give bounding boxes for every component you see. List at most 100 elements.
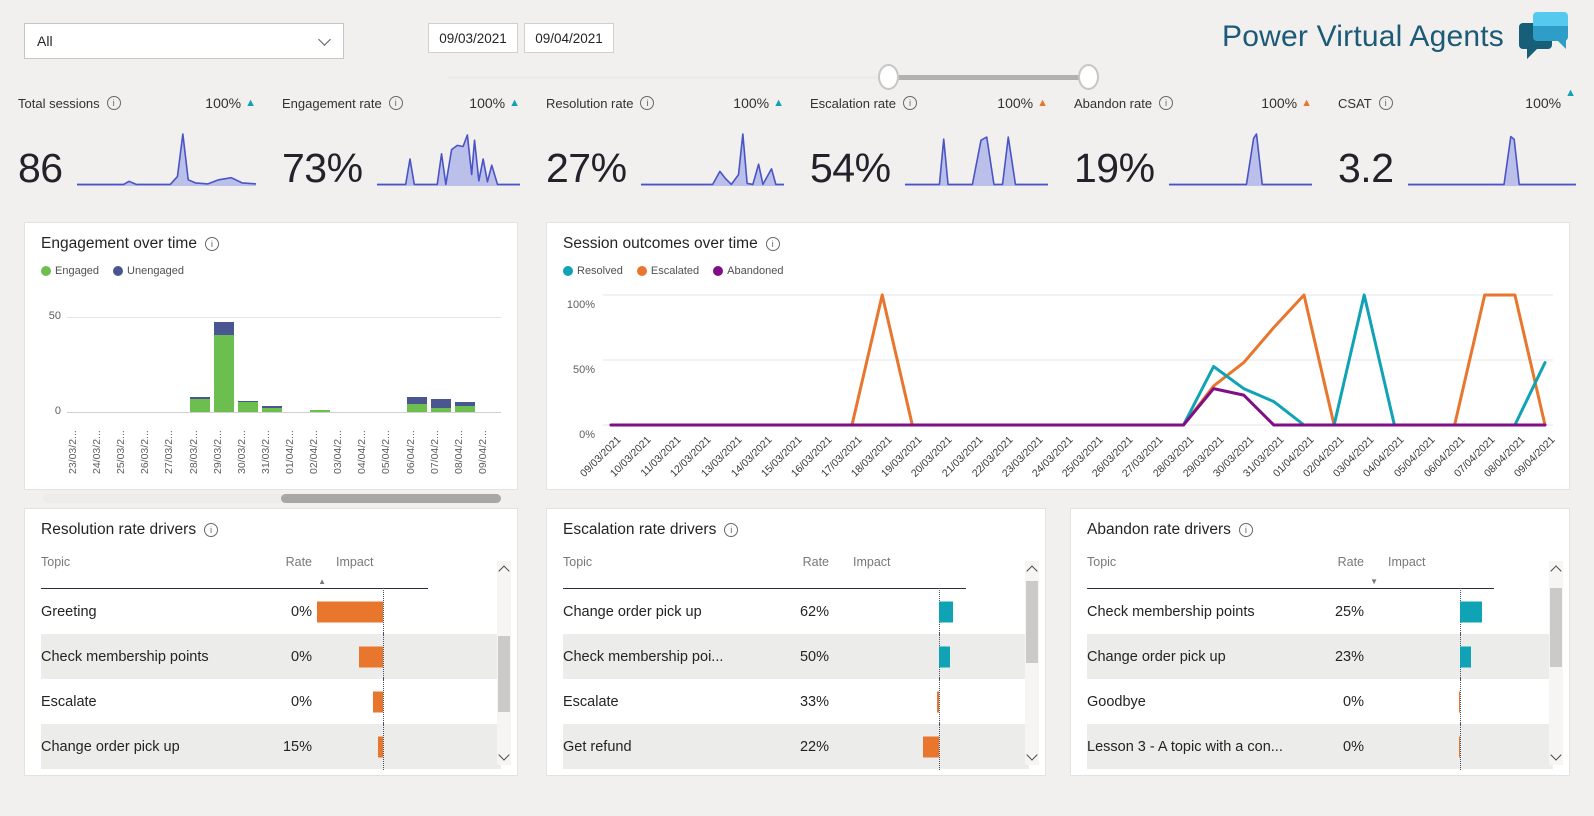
start-date-input[interactable]: 09/03/2021	[428, 23, 518, 53]
table-row[interactable]: Escalate 0%	[41, 678, 501, 725]
scrollbar-thumb[interactable]	[1550, 587, 1562, 668]
table-row[interactable]: Check membership points 25%	[1087, 588, 1553, 635]
end-date-input[interactable]: 09/04/2021	[524, 23, 614, 53]
bar-segment-engaged[interactable]	[189, 398, 210, 412]
bar-segment-unengaged[interactable]	[261, 406, 282, 409]
slider-selected-range[interactable]	[888, 75, 1088, 80]
vertical-scrollbar[interactable]	[1549, 561, 1563, 765]
impact-bar	[939, 601, 953, 622]
bar-segment-engaged[interactable]	[237, 402, 258, 412]
bar-segment-unengaged[interactable]	[454, 402, 475, 407]
legend-item-escalated[interactable]: Escalated	[636, 265, 700, 277]
column-header-topic[interactable]: Topic	[563, 555, 748, 589]
cell-topic: Greeting	[41, 603, 97, 620]
scrollbar-thumb[interactable]	[281, 494, 501, 503]
cell-rate: 62%	[799, 603, 829, 620]
x-tick-label: 28/03/2...	[187, 430, 200, 474]
legend-item-abandoned[interactable]: Abandoned	[713, 265, 783, 277]
column-header-topic[interactable]: Topic	[1087, 555, 1283, 589]
table-row[interactable]: Check membership points 0%	[41, 633, 501, 680]
scroll-up-icon[interactable]	[1026, 565, 1038, 577]
sort-descending-icon[interactable]: ▼	[1370, 577, 1378, 586]
bar-segment-engaged[interactable]	[261, 408, 282, 412]
cell-topic: Change order pick up	[41, 738, 180, 755]
table-row[interactable]: Goodbye 0%	[1087, 678, 1553, 725]
info-icon[interactable]: i	[204, 523, 219, 537]
impact-zero-axis	[1460, 723, 1461, 770]
info-icon[interactable]: i	[204, 237, 219, 251]
impact-bar	[359, 646, 383, 667]
scrollbar-thumb[interactable]	[498, 636, 510, 712]
abandon-rate-drivers-panel: Abandon rate drivers i Topic Rate ▼ Impact Che…	[1070, 508, 1570, 776]
legend-item-unengaged[interactable]: Unengaged	[113, 265, 184, 277]
cell-impact	[1364, 633, 1494, 680]
scroll-up-icon[interactable]	[498, 565, 510, 577]
panel-title: Abandon rate drivers	[1087, 521, 1231, 538]
legend-label: Escalated	[650, 265, 700, 277]
table-row[interactable]: Change order pick up 15%	[41, 723, 501, 770]
engagement-horizontal-scrollbar[interactable]	[43, 494, 501, 503]
info-icon[interactable]: i	[903, 96, 917, 110]
table-row[interactable]: Check membership poi... 50%	[563, 633, 1029, 680]
kpi-label: Abandon rate	[1074, 95, 1153, 111]
impact-bar	[373, 691, 383, 712]
info-icon[interactable]: i	[640, 96, 655, 110]
bar-segment-engaged[interactable]	[406, 404, 427, 412]
bar-segment-unengaged[interactable]	[189, 396, 210, 399]
column-header-impact[interactable]: Impact	[829, 555, 966, 589]
legend-dot	[636, 266, 647, 276]
legend-item-engaged[interactable]: Engaged	[41, 265, 99, 277]
bar-segment-unengaged[interactable]	[406, 396, 427, 405]
info-icon[interactable]: i	[724, 523, 739, 537]
cell-rate: 22%	[799, 738, 829, 755]
legend-dot	[713, 266, 724, 276]
column-header-impact[interactable]: Impact	[312, 555, 428, 589]
column-header-impact[interactable]: Impact	[1364, 555, 1494, 589]
trend-up-icon: ▲	[509, 96, 520, 109]
vertical-scrollbar[interactable]	[497, 561, 511, 765]
vertical-scrollbar[interactable]	[1025, 561, 1039, 765]
kpi-label: Engagement rate	[282, 95, 382, 111]
scroll-down-icon[interactable]	[1026, 749, 1038, 761]
sort-ascending-icon[interactable]: ▲	[318, 577, 326, 586]
column-header-rate[interactable]: Rate ▲	[231, 555, 326, 589]
column-header-rate[interactable]: Rate ▼	[1283, 555, 1378, 589]
info-icon[interactable]: i	[1159, 96, 1174, 110]
table-row[interactable]: Greeting 0%	[41, 588, 501, 635]
table-row[interactable]: Lesson 3 - A topic with a con... 0%	[1087, 723, 1553, 770]
bar-segment-unengaged[interactable]	[430, 398, 451, 409]
scrollbar-thumb[interactable]	[1026, 581, 1038, 663]
impact-zero-axis	[939, 678, 940, 725]
kpi-delta-value: 100%	[997, 95, 1034, 111]
bar-segment-engaged[interactable]	[454, 406, 475, 412]
column-header-topic[interactable]: Topic	[41, 555, 231, 589]
column-header-rate[interactable]: Rate	[748, 555, 829, 589]
scroll-down-icon[interactable]	[498, 749, 510, 761]
bar-segment-engaged[interactable]	[430, 408, 451, 412]
slider-track[interactable]	[448, 76, 1090, 79]
info-icon[interactable]: i	[1378, 96, 1393, 110]
slider-handle-right[interactable]	[1078, 64, 1099, 90]
table-row[interactable]: Change order pick up 62%	[563, 588, 1029, 635]
topic-filter-dropdown[interactable]: All	[24, 23, 344, 59]
date-range-slider[interactable]	[448, 63, 1099, 91]
scroll-down-icon[interactable]	[1550, 749, 1562, 761]
info-icon[interactable]: i	[1238, 523, 1253, 537]
info-icon[interactable]: i	[765, 237, 780, 251]
info-icon[interactable]: i	[106, 96, 121, 110]
table-row[interactable]: Get refund 22%	[563, 723, 1029, 770]
info-icon[interactable]: i	[388, 96, 403, 110]
impact-bar	[1460, 646, 1471, 667]
table-row[interactable]: Escalate 33%	[563, 678, 1029, 725]
kpi-sparkline	[1168, 130, 1312, 188]
table-row[interactable]: Change order pick up 23%	[1087, 633, 1553, 680]
slider-handle-left[interactable]	[878, 64, 899, 90]
bar-segment-unengaged[interactable]	[237, 400, 258, 403]
legend-item-resolved[interactable]: Resolved	[563, 265, 623, 277]
scroll-up-icon[interactable]	[1550, 565, 1562, 577]
bar-segment-unengaged[interactable]	[213, 321, 234, 336]
cell-topic: Check membership points	[1087, 603, 1255, 620]
bar-segment-engaged[interactable]	[213, 335, 234, 412]
cell-rate: 25%	[1334, 603, 1364, 620]
bar-segment-engaged[interactable]	[310, 410, 331, 412]
